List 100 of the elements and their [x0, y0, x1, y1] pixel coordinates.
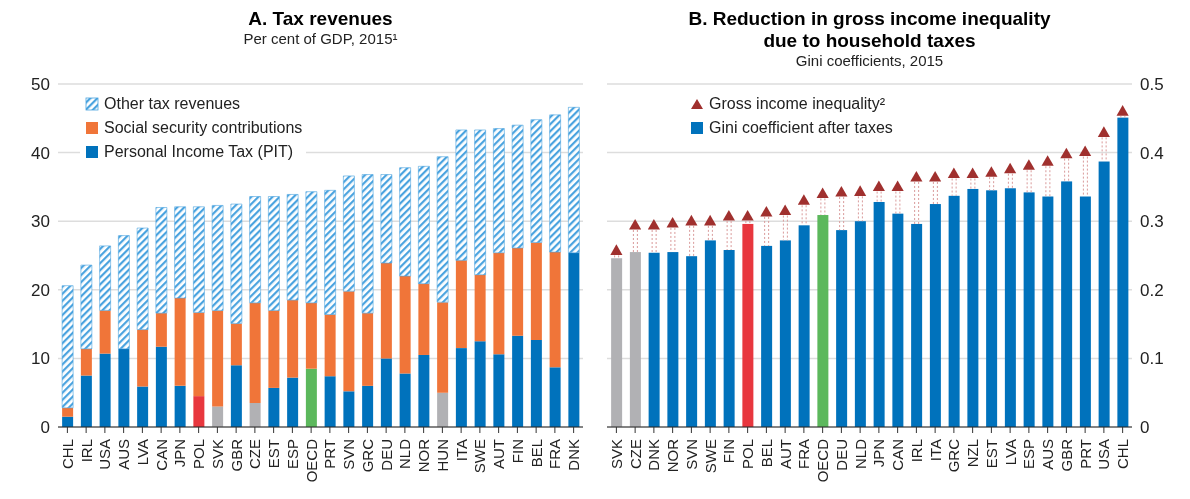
bar	[929, 204, 941, 427]
bar	[629, 252, 641, 427]
bar	[512, 335, 524, 427]
x-tick-label: AUT	[776, 439, 794, 469]
bar	[474, 274, 486, 342]
bar	[948, 195, 960, 427]
bar	[137, 386, 149, 427]
x-tick-label: AUT	[490, 439, 508, 469]
bar	[80, 375, 92, 427]
y-tick-label: 0	[40, 418, 50, 438]
bar	[761, 245, 773, 427]
bar	[136, 227, 149, 330]
bar	[530, 119, 543, 243]
bar	[99, 245, 111, 311]
bar	[155, 207, 168, 314]
x-tick-label: DNK	[645, 439, 663, 471]
point	[1022, 159, 1035, 170]
point	[722, 210, 735, 221]
x-tick-label: USA	[96, 439, 114, 470]
bar	[362, 313, 374, 386]
bar	[268, 310, 280, 388]
x-tick-label: BEL	[527, 439, 545, 468]
bar	[437, 392, 449, 427]
x-tick-label: NOR	[415, 438, 433, 473]
y-tick-label: 10	[31, 349, 50, 369]
point	[910, 170, 923, 182]
bar	[798, 225, 810, 427]
y-tick-label: 30	[31, 212, 50, 232]
bar	[80, 264, 93, 350]
bar	[230, 203, 243, 324]
y2-tick-label: 0.1	[1140, 349, 1164, 369]
x-tick-label: AUS	[115, 439, 133, 470]
point	[947, 167, 960, 179]
bar	[530, 339, 542, 427]
bar	[1004, 188, 1016, 427]
point	[985, 166, 998, 177]
y2-tick-label: 0.4	[1140, 143, 1164, 163]
x-tick-label: AUS	[1039, 439, 1057, 470]
x-tick-label: PRT	[321, 439, 339, 469]
bar	[530, 242, 542, 340]
bar	[305, 368, 317, 427]
chart-title: A. Tax revenues	[247, 8, 394, 30]
x-tick-label: OECD	[302, 438, 320, 483]
bar	[611, 258, 623, 427]
x-tick-label: CHL	[1114, 439, 1132, 470]
point	[760, 205, 773, 217]
legend-label: Other tax revenues	[104, 95, 241, 113]
point	[610, 244, 623, 255]
bar	[436, 156, 449, 303]
bar	[380, 263, 392, 359]
bar	[549, 252, 561, 368]
bar	[287, 377, 299, 427]
bar	[511, 124, 524, 249]
bar	[568, 252, 580, 427]
bar	[742, 223, 754, 427]
point	[1004, 162, 1017, 174]
bar	[1079, 196, 1091, 427]
x-tick-label: FRA	[546, 439, 564, 469]
x-tick-label: SVK	[208, 439, 226, 470]
x-tick-label: EST	[265, 439, 283, 469]
x-tick-label: NLD	[851, 438, 869, 470]
y2-tick-label: 0.3	[1140, 212, 1164, 232]
x-tick-label: IRL	[77, 439, 95, 463]
bar	[493, 128, 505, 254]
bar	[474, 129, 486, 276]
x-tick-label: POL	[190, 439, 208, 470]
bar	[343, 391, 355, 427]
x-tick-label: GBR	[227, 438, 245, 472]
x-tick-label: USA	[1095, 439, 1113, 470]
x-tick-label: GBR	[1057, 438, 1075, 472]
bar	[174, 206, 186, 299]
bar	[967, 188, 979, 427]
bar	[287, 300, 299, 378]
bar	[399, 276, 411, 374]
bar	[212, 310, 224, 407]
x-tick-label: CHL	[58, 439, 76, 470]
bar	[230, 323, 242, 366]
bar	[549, 367, 561, 427]
point	[1097, 126, 1110, 137]
x-tick-label: NZL	[964, 439, 982, 468]
bar	[324, 314, 336, 377]
legend-label: Gross income inequality²	[709, 95, 886, 113]
x-tick-label: CZE	[626, 439, 644, 469]
bar	[512, 247, 524, 336]
bar	[418, 166, 430, 284]
bar	[667, 252, 679, 427]
bar	[723, 250, 735, 427]
bar	[1117, 117, 1129, 427]
bar	[380, 174, 393, 264]
point	[854, 185, 867, 196]
y2-tick-label: 0.5	[1140, 75, 1164, 95]
bar	[193, 396, 205, 427]
bar	[648, 252, 660, 427]
bar	[362, 385, 374, 427]
bar	[380, 358, 392, 427]
x-tick-label: CAN	[889, 439, 907, 471]
point	[1041, 155, 1054, 166]
bar	[193, 312, 205, 397]
bar	[268, 387, 280, 427]
x-tick-label: CAN	[152, 439, 170, 471]
